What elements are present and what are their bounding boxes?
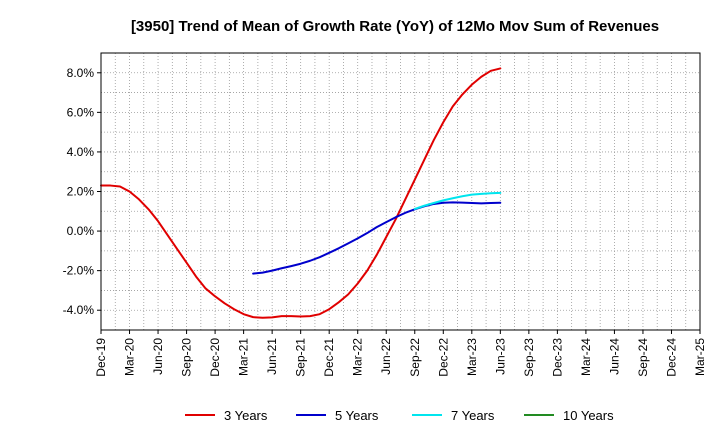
x-tick-label: Dec-21 [322, 338, 336, 377]
x-tick-label: Jun-22 [379, 338, 393, 375]
x-tick-label: Jun-23 [493, 338, 507, 375]
y-tick-label: 2.0% [67, 185, 95, 199]
x-tick-label: Mar-23 [465, 338, 479, 376]
x-tick-label: Jun-20 [151, 338, 165, 375]
x-tick-label: Jun-24 [607, 338, 621, 375]
x-tick-label: Sep-24 [636, 338, 650, 377]
x-tick-label: Sep-20 [180, 338, 194, 377]
x-tick-label: Dec-23 [550, 338, 564, 377]
x-tick-label: Mar-20 [123, 338, 137, 376]
x-tick-label: Mar-22 [351, 338, 365, 376]
grid [101, 53, 700, 330]
y-tick-label: -2.0% [63, 264, 95, 278]
legend-label: 7 Years [451, 408, 495, 423]
x-axis-ticks: Dec-19 Mar-20 Jun-20 Sep-20 Dec-20 Mar-21 Jun-… [94, 330, 707, 377]
series-layer [100, 67, 502, 319]
y-axis-ticks: -4.0% -2.0% 0.0% 2.0% 4.0% 6.0% 8.0% [63, 66, 101, 317]
x-tick-label: Mar-25 [693, 338, 707, 376]
legend: 3 Years 5 Years 7 Years 10 Years [185, 408, 614, 423]
x-tick-label: Sep-21 [294, 338, 308, 377]
series-line-7-years [413, 191, 502, 210]
x-tick-label: Sep-23 [522, 338, 536, 377]
x-tick-label: Dec-20 [208, 338, 222, 377]
y-tick-label: 6.0% [67, 105, 95, 119]
x-tick-label: Mar-24 [579, 338, 593, 376]
y-tick-label: -4.0% [63, 303, 95, 317]
x-tick-label: Dec-22 [436, 338, 450, 377]
legend-label: 10 Years [563, 408, 614, 423]
x-tick-label: Sep-22 [408, 338, 422, 377]
y-tick-label: 4.0% [67, 145, 95, 159]
x-tick-label: Dec-24 [664, 338, 678, 377]
series-line-5-years [252, 201, 502, 275]
x-tick-label: Jun-21 [265, 338, 279, 375]
x-tick-label: Mar-21 [237, 338, 251, 376]
legend-label: 3 Years [224, 408, 268, 423]
y-tick-label: 0.0% [67, 224, 95, 238]
legend-label: 5 Years [335, 408, 379, 423]
chart-title: [3950] Trend of Mean of Growth Rate (YoY… [131, 18, 659, 35]
series-line-3-years [100, 67, 502, 319]
y-tick-label: 8.0% [67, 66, 95, 80]
x-tick-label: Dec-19 [94, 338, 108, 377]
